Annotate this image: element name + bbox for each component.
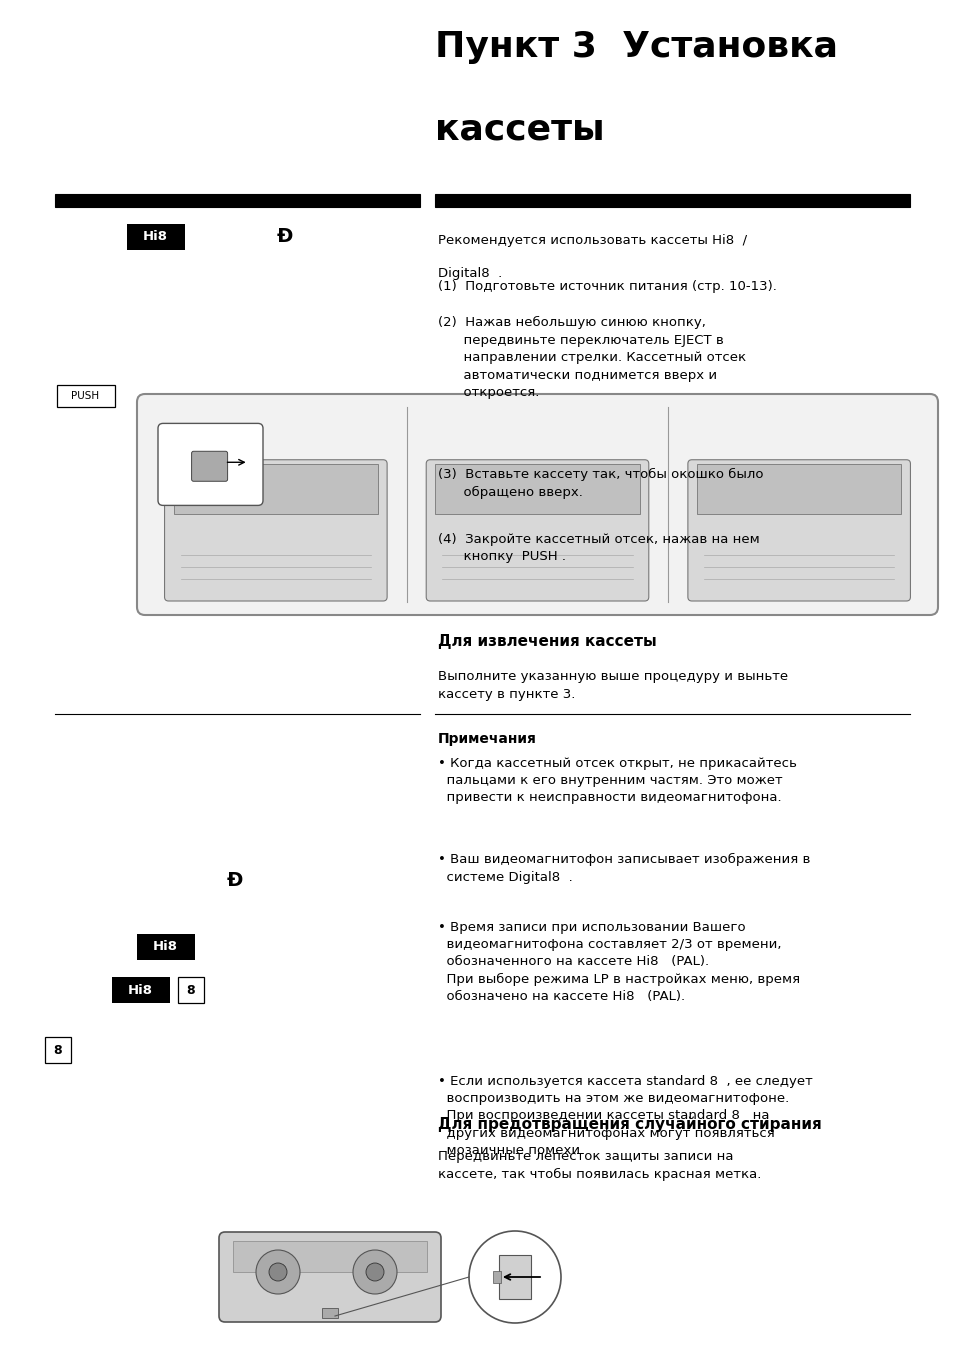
FancyBboxPatch shape <box>137 393 937 615</box>
Text: (3)  Вставьте кассету так, чтобы окошко было
      обращено вверх.: (3) Вставьте кассету так, чтобы окошко б… <box>437 468 762 499</box>
Text: Hi8: Hi8 <box>152 941 177 953</box>
Circle shape <box>469 1232 560 1324</box>
Text: Для извлечения кассеты: Для извлечения кассеты <box>437 634 656 649</box>
FancyBboxPatch shape <box>164 460 387 602</box>
Bar <box>696 464 901 514</box>
Bar <box>178 977 204 1003</box>
Bar <box>45 1037 71 1063</box>
FancyBboxPatch shape <box>158 423 263 506</box>
Bar <box>173 464 377 514</box>
Text: Пункт 3  Установка: Пункт 3 Установка <box>435 30 837 64</box>
Bar <box>322 1307 337 1318</box>
Text: 8: 8 <box>187 983 195 996</box>
Text: Ð: Ð <box>276 227 293 246</box>
Text: Выполните указанную выше процедуру и выньте
кассету в пункте 3.: Выполните указанную выше процедуру и вын… <box>437 671 787 700</box>
Bar <box>137 934 194 960</box>
Text: Передвиньте лепесток защиты записи на
кассете, так чтобы появилась красная метка: Передвиньте лепесток защиты записи на ка… <box>437 1151 760 1182</box>
FancyBboxPatch shape <box>192 452 228 481</box>
Text: Для предотвращения случайного стирания: Для предотвращения случайного стирания <box>437 1117 821 1133</box>
Text: 8: 8 <box>53 1044 62 1056</box>
Circle shape <box>269 1263 287 1280</box>
Bar <box>233 1241 427 1272</box>
Text: • Ваш видеомагнитофон записывает изображения в
  системе Digital8  .: • Ваш видеомагнитофон записывает изображ… <box>437 853 809 884</box>
Circle shape <box>366 1263 384 1280</box>
Text: Примечания: Примечания <box>437 731 537 746</box>
Text: Рекомендуется использовать кассеты Hi8  /: Рекомендуется использовать кассеты Hi8 / <box>437 234 746 247</box>
Circle shape <box>255 1251 299 1294</box>
FancyBboxPatch shape <box>219 1232 440 1322</box>
Bar <box>498 1255 531 1299</box>
Bar <box>435 464 639 514</box>
Text: кассеты: кассеты <box>435 112 604 146</box>
Bar <box>493 1271 500 1283</box>
FancyBboxPatch shape <box>426 460 648 602</box>
Text: (4)  Закройте кассетный отсек, нажав на нем
      кнопку  PUSH .: (4) Закройте кассетный отсек, нажав на н… <box>437 533 759 564</box>
Text: • Время записи при использовании Вашего
  видеомагнитофона составляет 2/3 от вре: • Время записи при использовании Вашего … <box>437 921 800 1003</box>
Bar <box>435 193 909 207</box>
Text: Digital8  .: Digital8 . <box>437 266 501 280</box>
Text: Hi8: Hi8 <box>142 230 168 243</box>
Text: Hi8: Hi8 <box>128 983 152 996</box>
Text: (1)  Подготовьте источник питания (стр. 10-13).: (1) Подготовьте источник питания (стр. 1… <box>437 280 776 293</box>
Text: • Если используется кассета standard 8  , ее следует
  воспроизводить на этом же: • Если используется кассета standard 8 ,… <box>437 1075 812 1157</box>
Text: PUSH: PUSH <box>71 391 99 402</box>
Bar <box>55 193 419 207</box>
Text: • Когда кассетный отсек открыт, не прикасайтесь
  пальцами к его внутренним част: • Когда кассетный отсек открыт, не прика… <box>437 757 796 804</box>
Text: Ð: Ð <box>227 871 243 890</box>
Circle shape <box>353 1251 396 1294</box>
Bar <box>127 224 185 250</box>
Bar <box>57 385 115 407</box>
Text: (2)  Нажав небольшую синюю кнопку,
      передвиньте переключатель EJECT в
     : (2) Нажав небольшую синюю кнопку, передв… <box>437 316 745 399</box>
FancyBboxPatch shape <box>687 460 909 602</box>
Bar <box>112 977 170 1003</box>
